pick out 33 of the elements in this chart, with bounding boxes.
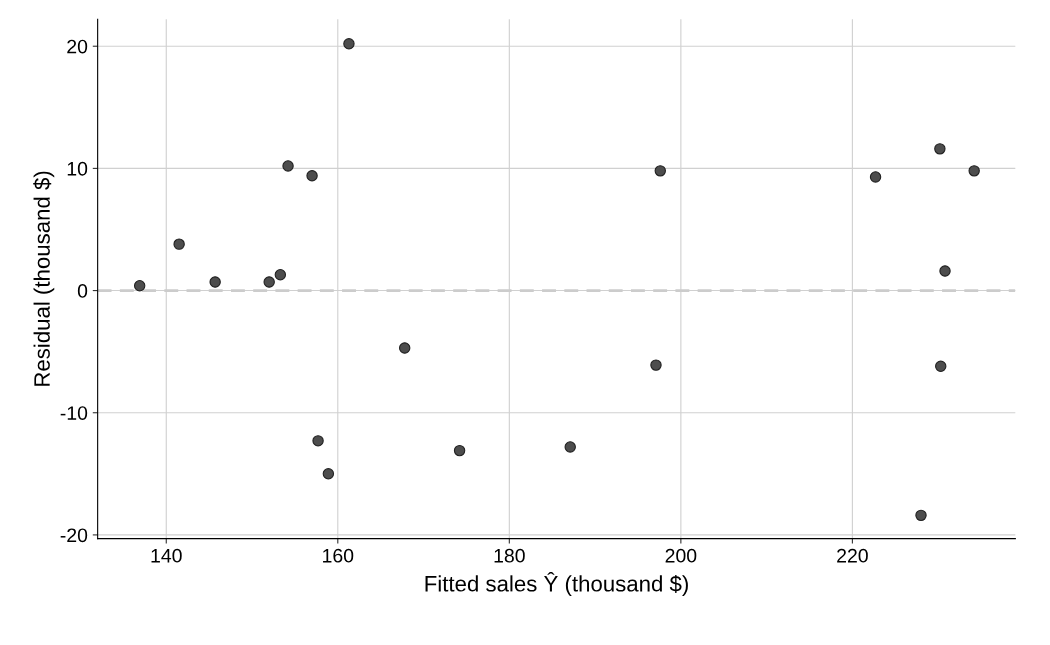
point (939, 265, 951, 277)
x-tick-label: 220 (837, 548, 868, 563)
y-tick-label: 10 (67, 161, 88, 176)
point (343, 38, 355, 50)
point (133, 279, 146, 292)
y-tick-label: -20 (60, 528, 88, 543)
point (398, 342, 411, 354)
point (322, 468, 335, 480)
x-tick-label: 160 (323, 548, 354, 563)
point (968, 165, 980, 177)
y-tick-label: -10 (60, 406, 88, 420)
point (173, 238, 185, 250)
point (934, 143, 946, 155)
point (650, 359, 662, 371)
point (915, 509, 927, 522)
point (869, 171, 882, 183)
y-tick-label: 20 (67, 39, 88, 54)
point (654, 165, 666, 177)
x-tick-label: 200 (665, 548, 697, 563)
x-tick-label: 180 (494, 548, 525, 563)
y-tick-label: 0 (77, 284, 88, 298)
point (263, 276, 275, 288)
point (935, 360, 947, 373)
point (453, 444, 466, 457)
point (274, 268, 287, 281)
y-axis-title: Residual (thousand $) (33, 171, 55, 386)
point (282, 160, 294, 172)
point (306, 170, 318, 182)
x-tick-label: 140 (151, 548, 182, 563)
x-axis-title: Fitted sales Ŷ (thousand $) (425, 571, 688, 596)
point (312, 435, 324, 447)
point (564, 441, 576, 453)
point (209, 276, 221, 288)
